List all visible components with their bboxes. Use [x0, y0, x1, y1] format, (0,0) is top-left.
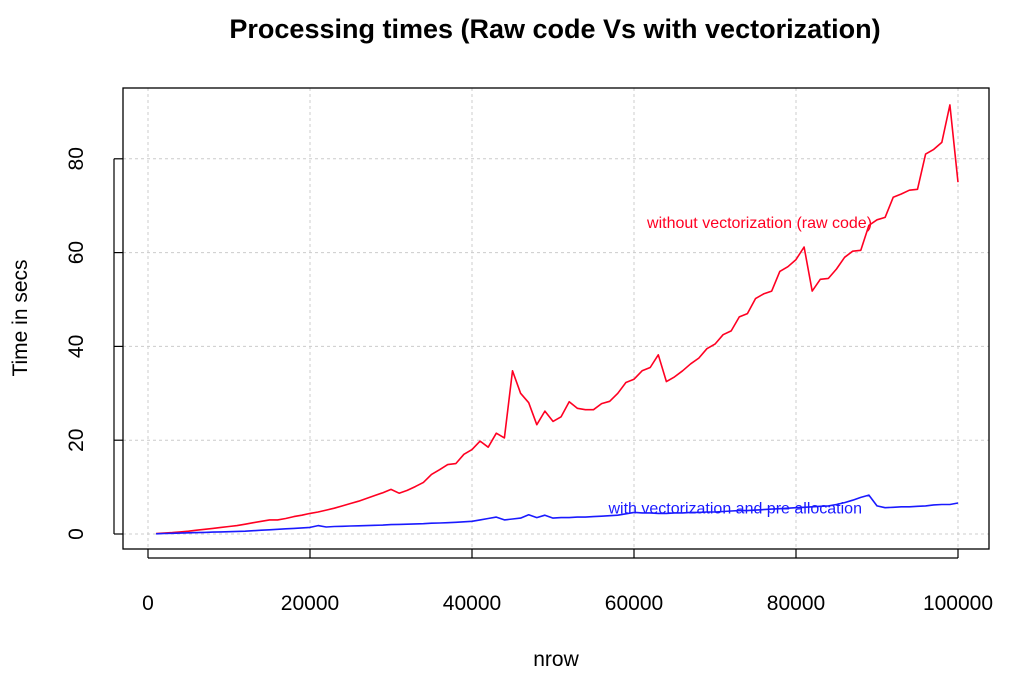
- y-tick-label: 80: [65, 147, 88, 170]
- annotations: without vectorization (raw code) with vec…: [608, 215, 873, 517]
- y-tick-label: 20: [65, 429, 88, 452]
- series-line-vectorized: [156, 494, 959, 535]
- series-lines: [156, 104, 959, 535]
- x-tick-label: 80000: [767, 592, 825, 615]
- chart-title: Processing times (Raw code Vs with vecto…: [229, 14, 880, 44]
- y-axis-label: Time in secs: [9, 259, 32, 376]
- series-annotation: with vectorization and pre allocation: [608, 500, 862, 517]
- axis-ticks: 0 20000 40000 60000 80000 100000 0 20 40 60 80: [65, 147, 993, 615]
- plot-frame: [122, 87, 990, 550]
- y-tick-label: 40: [65, 335, 88, 358]
- x-tick-label: 100000: [923, 592, 993, 615]
- x-tick-label: 20000: [281, 592, 339, 615]
- x-tick-label: 0: [142, 592, 154, 615]
- grid-lines: [123, 88, 989, 549]
- x-tick-label: 60000: [605, 592, 663, 615]
- y-tick-label: 60: [65, 241, 88, 264]
- x-axis-label: nrow: [533, 648, 579, 671]
- series-annotation: without vectorization (raw code): [646, 215, 872, 232]
- y-tick-label: 0: [65, 528, 88, 540]
- series-line-raw-code: [156, 104, 959, 535]
- x-tick-label: 40000: [443, 592, 501, 615]
